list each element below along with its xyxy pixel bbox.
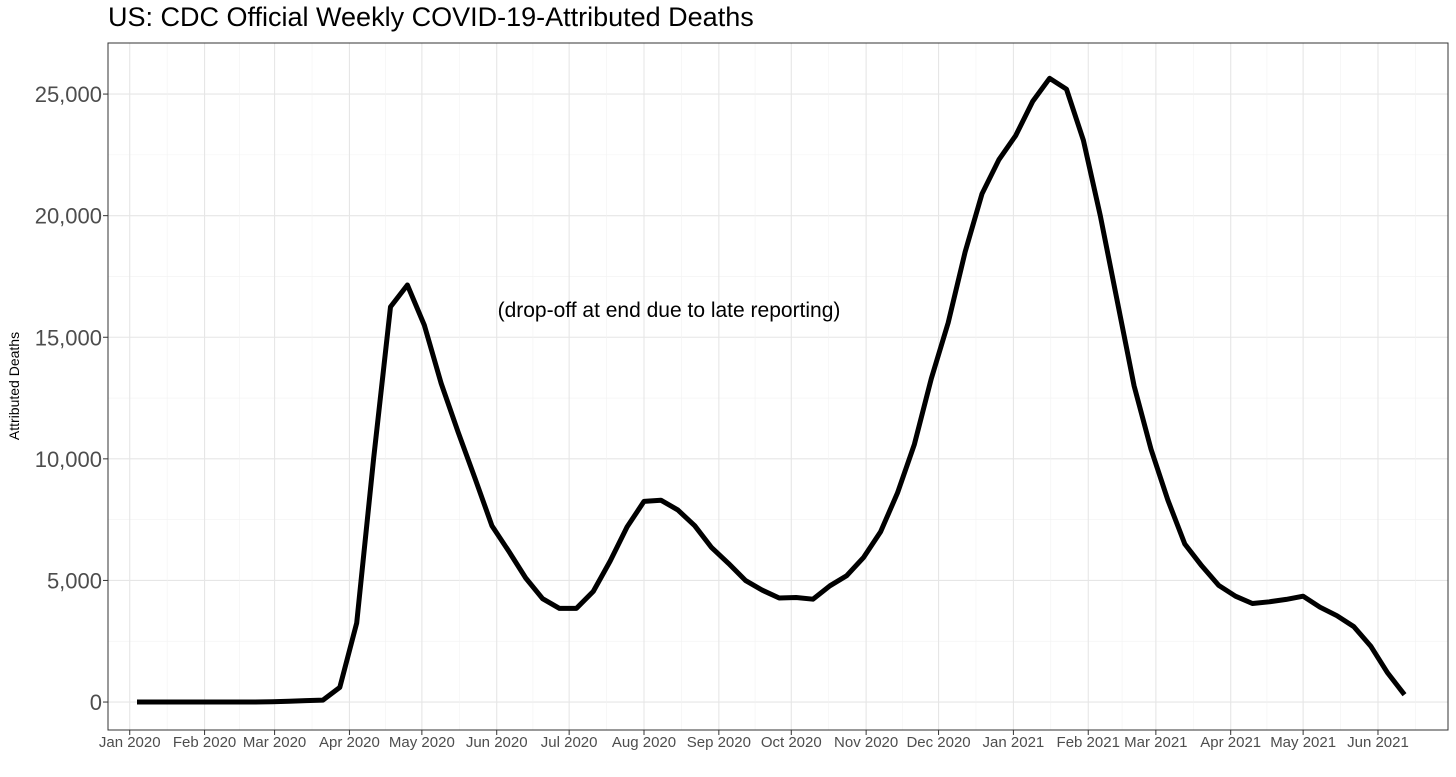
y-tick-label: 25,000	[35, 82, 102, 107]
x-tick-label: Mar 2020	[243, 734, 306, 751]
x-tick-label: May 2021	[1270, 734, 1336, 751]
y-tick-label: 0	[90, 690, 102, 715]
x-tick-label: Feb 2020	[173, 734, 236, 751]
x-tick-label: Oct 2020	[761, 734, 822, 751]
y-axis-label: Attributed Deaths	[6, 332, 22, 440]
chart-title: US: CDC Official Weekly COVID-19-Attribu…	[108, 2, 754, 32]
x-axis: Jan 2020 Feb 2020 Mar 2020 Apr 2020 May 2020…	[99, 730, 1409, 751]
grid-lines	[108, 43, 1448, 730]
y-tick-label: 20,000	[35, 204, 102, 229]
x-tick-label: Jun 2020	[466, 734, 528, 751]
x-tick-label: Dec 2020	[906, 734, 970, 751]
x-tick-label: Jun 2021	[1347, 734, 1409, 751]
plot-panel-border	[107, 42, 1449, 731]
series-layer	[137, 75, 1407, 705]
x-tick-label: Nov 2020	[834, 734, 898, 751]
x-tick-label: Feb 2021	[1057, 734, 1120, 751]
x-tick-label: Sep 2020	[687, 734, 751, 751]
y-tick-label: 5,000	[47, 568, 102, 593]
x-tick-label: Apr 2020	[319, 734, 380, 751]
x-tick-label: Aug 2020	[612, 734, 676, 751]
x-tick-label: Apr 2021	[1200, 734, 1261, 751]
chart-annotation: (drop-off at end due to late reporting)	[498, 299, 841, 322]
series-line	[137, 75, 1407, 705]
x-tick-label: Jul 2020	[541, 734, 598, 751]
x-tick-label: May 2020	[389, 734, 455, 751]
x-tick-label: Mar 2021	[1124, 734, 1187, 751]
y-axis: 0 5,000 10,000 15,000 20,000 25,000	[35, 82, 108, 715]
x-tick-label: Jan 2020	[99, 734, 161, 751]
y-tick-label: 15,000	[35, 325, 102, 350]
y-tick-label: 10,000	[35, 447, 102, 472]
x-tick-label: Jan 2021	[983, 734, 1045, 751]
